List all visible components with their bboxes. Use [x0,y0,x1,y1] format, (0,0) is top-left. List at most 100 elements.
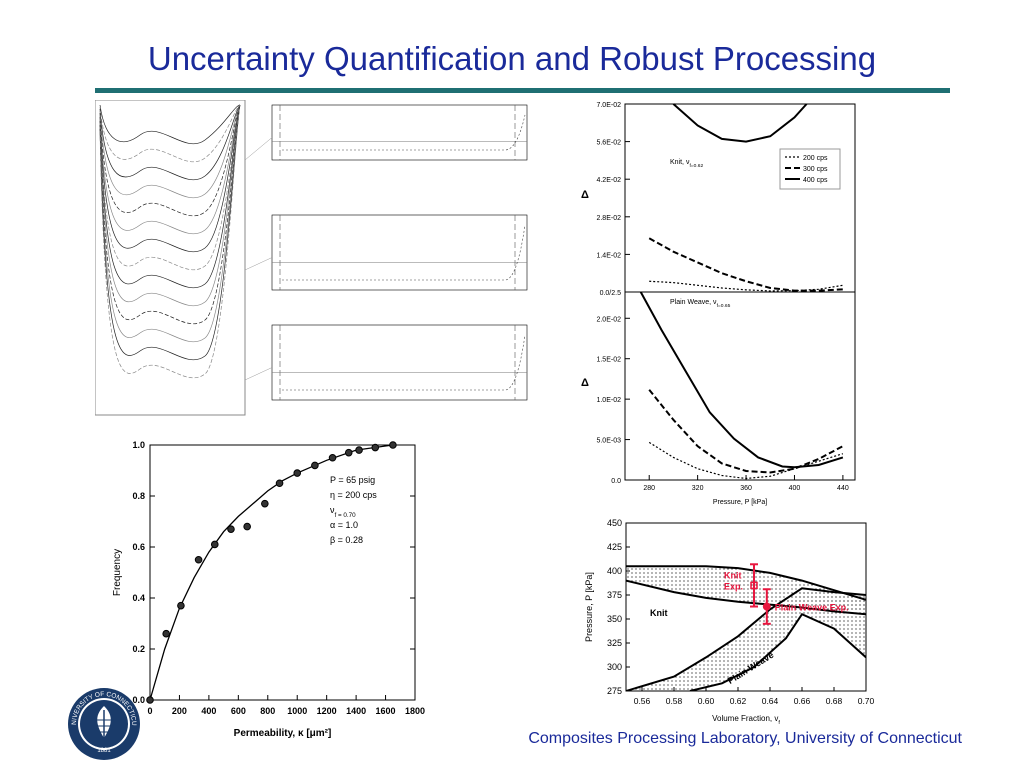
bottom-y-tick-label: 0.0 [611,478,621,485]
plot-frame [149,444,416,701]
delta-chart: 0.0/2.5 1.4E-02 2.8E-02 4.2E-02 5.6E-02 7.0E-… [570,97,875,512]
x-tick-label: 400 [789,485,801,492]
legend-entry: 300 cps [803,166,828,173]
exp-label: Plain Weave Exp. [775,603,849,613]
x-tick-label: 1600 [376,706,396,716]
y-tick-label: 1.0 [132,440,145,450]
y-tick-label: 0.2 [132,644,145,654]
x-tick-label: 0 [147,706,152,716]
y-tick-label: 450 [607,518,622,528]
bottom-series-line [639,291,844,469]
flow-front-curve [99,104,241,343]
y-tick-label: 375 [607,590,622,600]
x-tick-label: 280 [643,485,655,492]
flow-subplot-frame [271,324,528,401]
flow-subplot-curve [282,334,526,391]
top-series-line [672,103,808,143]
knit-region-label: Knit [650,608,668,618]
x-tick-label: 1400 [346,706,366,716]
top-y-tick-label: 2.8E-02 [596,215,621,222]
window-chart: 275 300 325 350 375 400 425 450 0.56 0.58 0.60 0.62… [578,515,883,730]
flow-subplot-curve [282,224,526,281]
x-tick-label: 0.60 [698,696,715,706]
top-y-tick-label: 5.6E-02 [596,140,621,147]
flow-subplot-curve [282,114,526,151]
x-axis-label: Pressure, P [kPa] [713,499,767,506]
top-y-axis-label: Δ [581,189,589,201]
legend-entry: η = 200 cps [330,490,377,500]
plain-region-boundary [689,612,866,691]
plain-region-boundary [626,587,866,691]
top-y-tick-label: 1.4E-02 [596,252,621,259]
y-tick-label: 300 [607,662,622,672]
flow-front-curve [99,104,241,253]
page-title: Uncertainty Quantification and Robust Pr… [147,40,877,77]
data-point [210,540,219,549]
legend-entry: P = 65 psig [330,475,375,485]
flow-front-curve [99,104,241,199]
bottom-frame [624,291,856,481]
flow-front-curve [99,104,241,307]
y-tick-label: 0.8 [132,491,145,501]
x-tick-label: 200 [172,706,187,716]
bottom-y-tick-label: 2.0E-02 [596,316,621,323]
top-series-line [649,280,843,292]
data-point [293,469,302,477]
y-tick-label: 275 [607,686,622,696]
x-tick-label: 0.58 [666,696,683,706]
flow-front-curve [99,104,241,217]
data-point [355,446,363,454]
top-y-tick-label: 7.0E-02 [596,102,621,109]
university-seal: UNIVERSITY OF CONNECTICUT 1881 [64,681,142,762]
flow-front-curve [99,104,241,235]
y-axis-label: Pressure, P [kPa] [584,572,594,642]
top-panel-label: Knit, νf=0.62 [670,159,703,169]
exp-marker [762,602,771,611]
x-tick-label: 1800 [405,706,425,716]
x-axis-label: Permeability, κ [μm²] [234,728,332,739]
footer-credit: Composites Processing Laboratory, Univer… [528,730,962,747]
legend-entry: 200 cps [803,155,828,162]
bottom-series-line [648,389,844,474]
flow-front-curve [99,104,241,271]
data-point [261,499,269,508]
x-tick-label: 320 [692,485,704,492]
y-tick-label: 0.6 [132,542,145,552]
y-tick-label: 425 [607,542,622,552]
x-tick-label: 360 [740,485,752,492]
plot-frame [625,522,867,692]
flow-front-curve [99,104,241,379]
plain-region-fill [626,588,866,691]
data-point [177,601,185,610]
seal-year: 1881 [97,748,111,754]
y-tick-label: 325 [607,638,622,648]
flow-connector [244,367,273,381]
x-tick-label: 0.68 [826,696,843,706]
top-series-line [648,237,843,292]
bottom-panel-label: Plain Weave, νf=0.65 [670,299,731,309]
top-y-tick-label: 0.0/2.5 [600,290,622,297]
y-tick-label: 350 [607,614,622,624]
flow-subplot-frame [271,214,528,291]
flow-front-figure [94,99,528,416]
legend-entry: νf = 0.70 [330,505,356,519]
legend-entry: β = 0.28 [330,535,363,545]
flow-front-curve [99,104,241,289]
y-tick-label: 400 [607,566,622,576]
flow-front-curve [99,104,241,145]
title-divider [95,88,950,93]
bottom-y-tick-label: 1.5E-02 [596,357,621,364]
x-tick-label: 600 [231,706,246,716]
bottom-y-tick-label: 1.0E-02 [596,397,621,404]
x-tick-label: 400 [201,706,216,716]
x-tick-label: 0.62 [730,696,747,706]
x-tick-label: 0.70 [858,696,875,706]
x-tick-label: 1000 [287,706,307,716]
bottom-y-tick-label: 5.0E-03 [596,438,621,445]
flow-connector [244,137,273,161]
data-point [389,441,397,449]
delta-chart-svg: 0.0/2.5 1.4E-02 2.8E-02 4.2E-02 5.6E-02 7.0E-… [581,102,856,506]
plot-area [626,565,866,691]
x-tick-label: 0.56 [634,696,651,706]
flow-front-curve [99,104,241,163]
